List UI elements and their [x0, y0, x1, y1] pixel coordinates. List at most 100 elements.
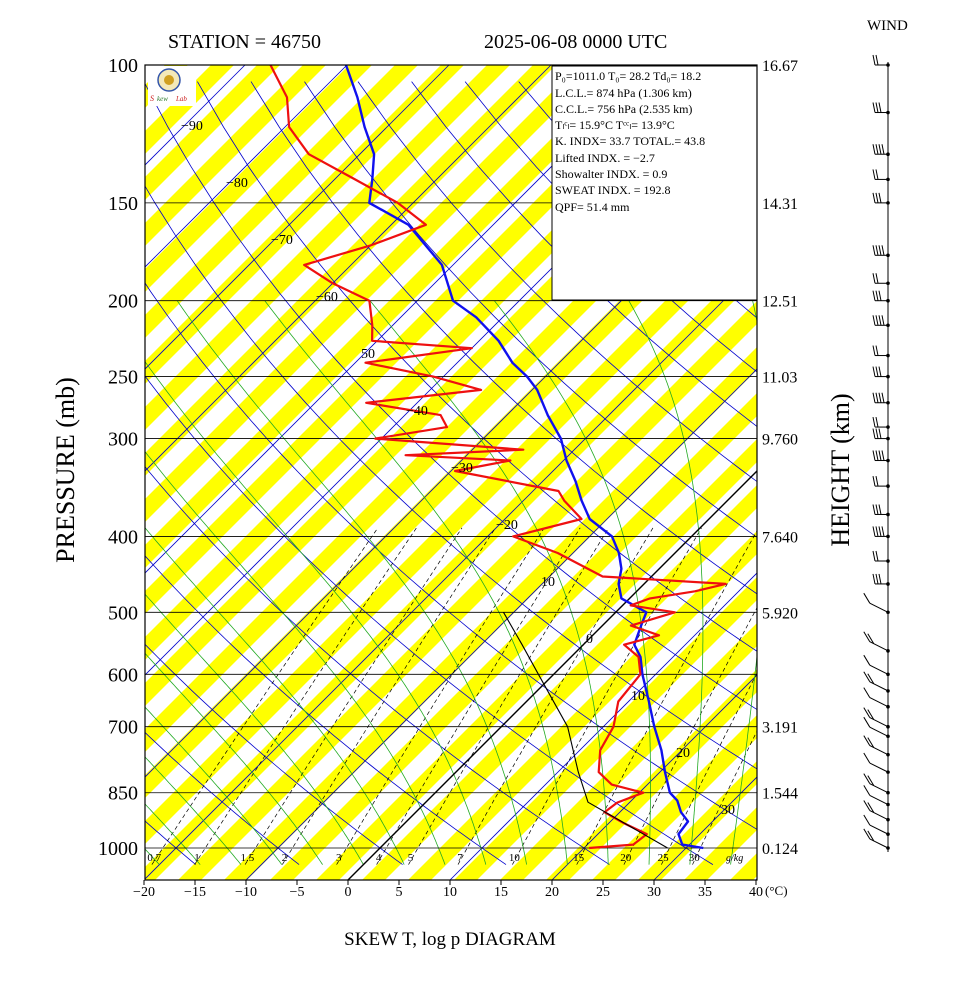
- isotherm-line: [145, 65, 552, 880]
- temperature-tick: 20: [545, 885, 559, 900]
- wind-barb-feather: [872, 54, 876, 66]
- wind-barb-feather: [878, 573, 882, 585]
- pressure-tick: 200: [108, 291, 138, 313]
- wind-barb-feather: [872, 245, 876, 256]
- yellow-band: [145, 65, 437, 880]
- wind-barb-feather: [863, 800, 871, 811]
- mix-unit-label: g/kg: [726, 853, 743, 864]
- wind-barb: [869, 664, 889, 675]
- moist-adiabat: [369, 300, 609, 865]
- pressure-tick: 100: [108, 55, 138, 77]
- wind-barb: [869, 745, 889, 756]
- wind-barb: [869, 602, 889, 613]
- temperature-tick-labels: −20 −15 −10 −5 0 5 10 15 20 25 30 35 40: [133, 880, 763, 900]
- temperature-tick: −5: [290, 885, 305, 900]
- mixing-ratio-label: 4: [376, 852, 382, 864]
- wind-barb-feather: [875, 526, 879, 537]
- indices-line: QPF= 51.4 mm: [555, 200, 630, 214]
- wind-barb-feather: [875, 245, 879, 256]
- wind-barb-feather: [863, 654, 871, 666]
- wind-barb-feather: [881, 315, 885, 326]
- yellow-band: [242, 65, 757, 880]
- wind-barb-feather: [863, 707, 871, 718]
- mixing-ratio-line: [692, 527, 757, 865]
- pressure-tick: 150: [108, 193, 138, 215]
- dry-adiabat: [893, 82, 960, 865]
- wind-barb-feather: [875, 392, 879, 403]
- dry-adiabat: [145, 81, 757, 865]
- y-axis-label: PRESSURE (mb): [51, 377, 80, 563]
- wind-label: WIND: [867, 18, 908, 34]
- temperature-tick: 0: [345, 885, 352, 900]
- wind-barb-feather: [875, 102, 879, 113]
- yellow-band: [145, 65, 757, 880]
- dry-adiabats: [145, 81, 960, 865]
- wind-barb-feather: [881, 245, 885, 256]
- mixing-ratio-line: [623, 527, 757, 865]
- dry-adiabat: [840, 82, 960, 865]
- temperature-tick: −15: [184, 885, 206, 900]
- wind-barb-feather: [863, 785, 871, 796]
- wind-barb-feather: [881, 392, 885, 403]
- wind-barb-feather: [872, 504, 876, 515]
- wind-barb-feather: [867, 737, 875, 748]
- pressure-tick: 1000: [98, 838, 138, 860]
- dry-adiabat: [145, 81, 714, 865]
- wind-barb-feather: [875, 290, 879, 301]
- mixing-ratio-label: 20: [620, 852, 632, 864]
- isotherm-label: −60: [316, 290, 338, 305]
- station-label: STATION = 46750: [168, 31, 321, 53]
- zero-isotherm: [347, 65, 757, 880]
- isotherm-line: [145, 65, 450, 880]
- yellow-band: [145, 65, 575, 880]
- moist-adiabat: [494, 300, 651, 865]
- dry-adiabat: [145, 81, 507, 865]
- moist-adiabat: [145, 449, 201, 865]
- wind-barb-feather: [872, 192, 876, 203]
- isotherm-label: 10: [631, 689, 645, 704]
- mixing-ratio-label: 2: [282, 852, 288, 864]
- temperature-tick: 5: [396, 885, 403, 900]
- wind-barb-feather: [872, 169, 876, 180]
- moist-adiabat: [145, 402, 283, 865]
- isotherm-label: −40: [406, 404, 428, 419]
- isotherm-label: 0: [586, 632, 593, 647]
- isotherm-label: −70: [271, 233, 293, 248]
- indices-line: Showalter INDX. = 0.9: [555, 167, 667, 181]
- moist-adiabat: [145, 300, 446, 865]
- pressure-tick: 300: [108, 429, 138, 451]
- height-tick: 0.124: [762, 841, 798, 858]
- wind-barb-feather: [867, 830, 875, 842]
- sounding-series: [269, 65, 727, 850]
- wind-barb-feather: [875, 550, 879, 562]
- wind-barb-feather: [867, 802, 875, 813]
- wind-barb-feather: [875, 366, 879, 377]
- isotherm-line: [245, 65, 757, 880]
- indices-line: K. INDX= 33.7 TOTAL.= 43.8: [555, 134, 705, 148]
- mixing-ratio-label: 25: [658, 852, 670, 864]
- dry-adiabat: [357, 81, 757, 865]
- isotherm-label: 50: [361, 347, 375, 362]
- yellow-band: [145, 65, 621, 880]
- wind-barb: [869, 824, 889, 835]
- wind-barb-feather: [863, 671, 871, 683]
- pressure-tick: 700: [108, 717, 138, 739]
- wind-barb-feather: [872, 273, 876, 284]
- mixing-ratio-label: 0.7: [147, 852, 161, 864]
- mixing-ratio-label: 3: [336, 852, 342, 864]
- yellow-band: [145, 65, 667, 880]
- dry-adiabat: [145, 81, 757, 865]
- moist-adiabats: [145, 300, 757, 865]
- temperature-tick: −20: [133, 885, 155, 900]
- pressure-tick-labels: 100 150 200 250 300 400 500 600 700 850 1000: [98, 55, 138, 860]
- isotherm-line: [0, 65, 41, 880]
- mixing-ratio-label: 1: [194, 852, 200, 864]
- mixing-ratio-label: 15: [573, 852, 585, 864]
- wind-barb-feather: [875, 345, 879, 356]
- moist-adiabat: [176, 300, 527, 865]
- isotherm-line: [145, 65, 757, 880]
- mixing-ratio-line: [408, 527, 609, 865]
- wind-barb-feather: [881, 526, 885, 537]
- yellow-band: [145, 65, 757, 880]
